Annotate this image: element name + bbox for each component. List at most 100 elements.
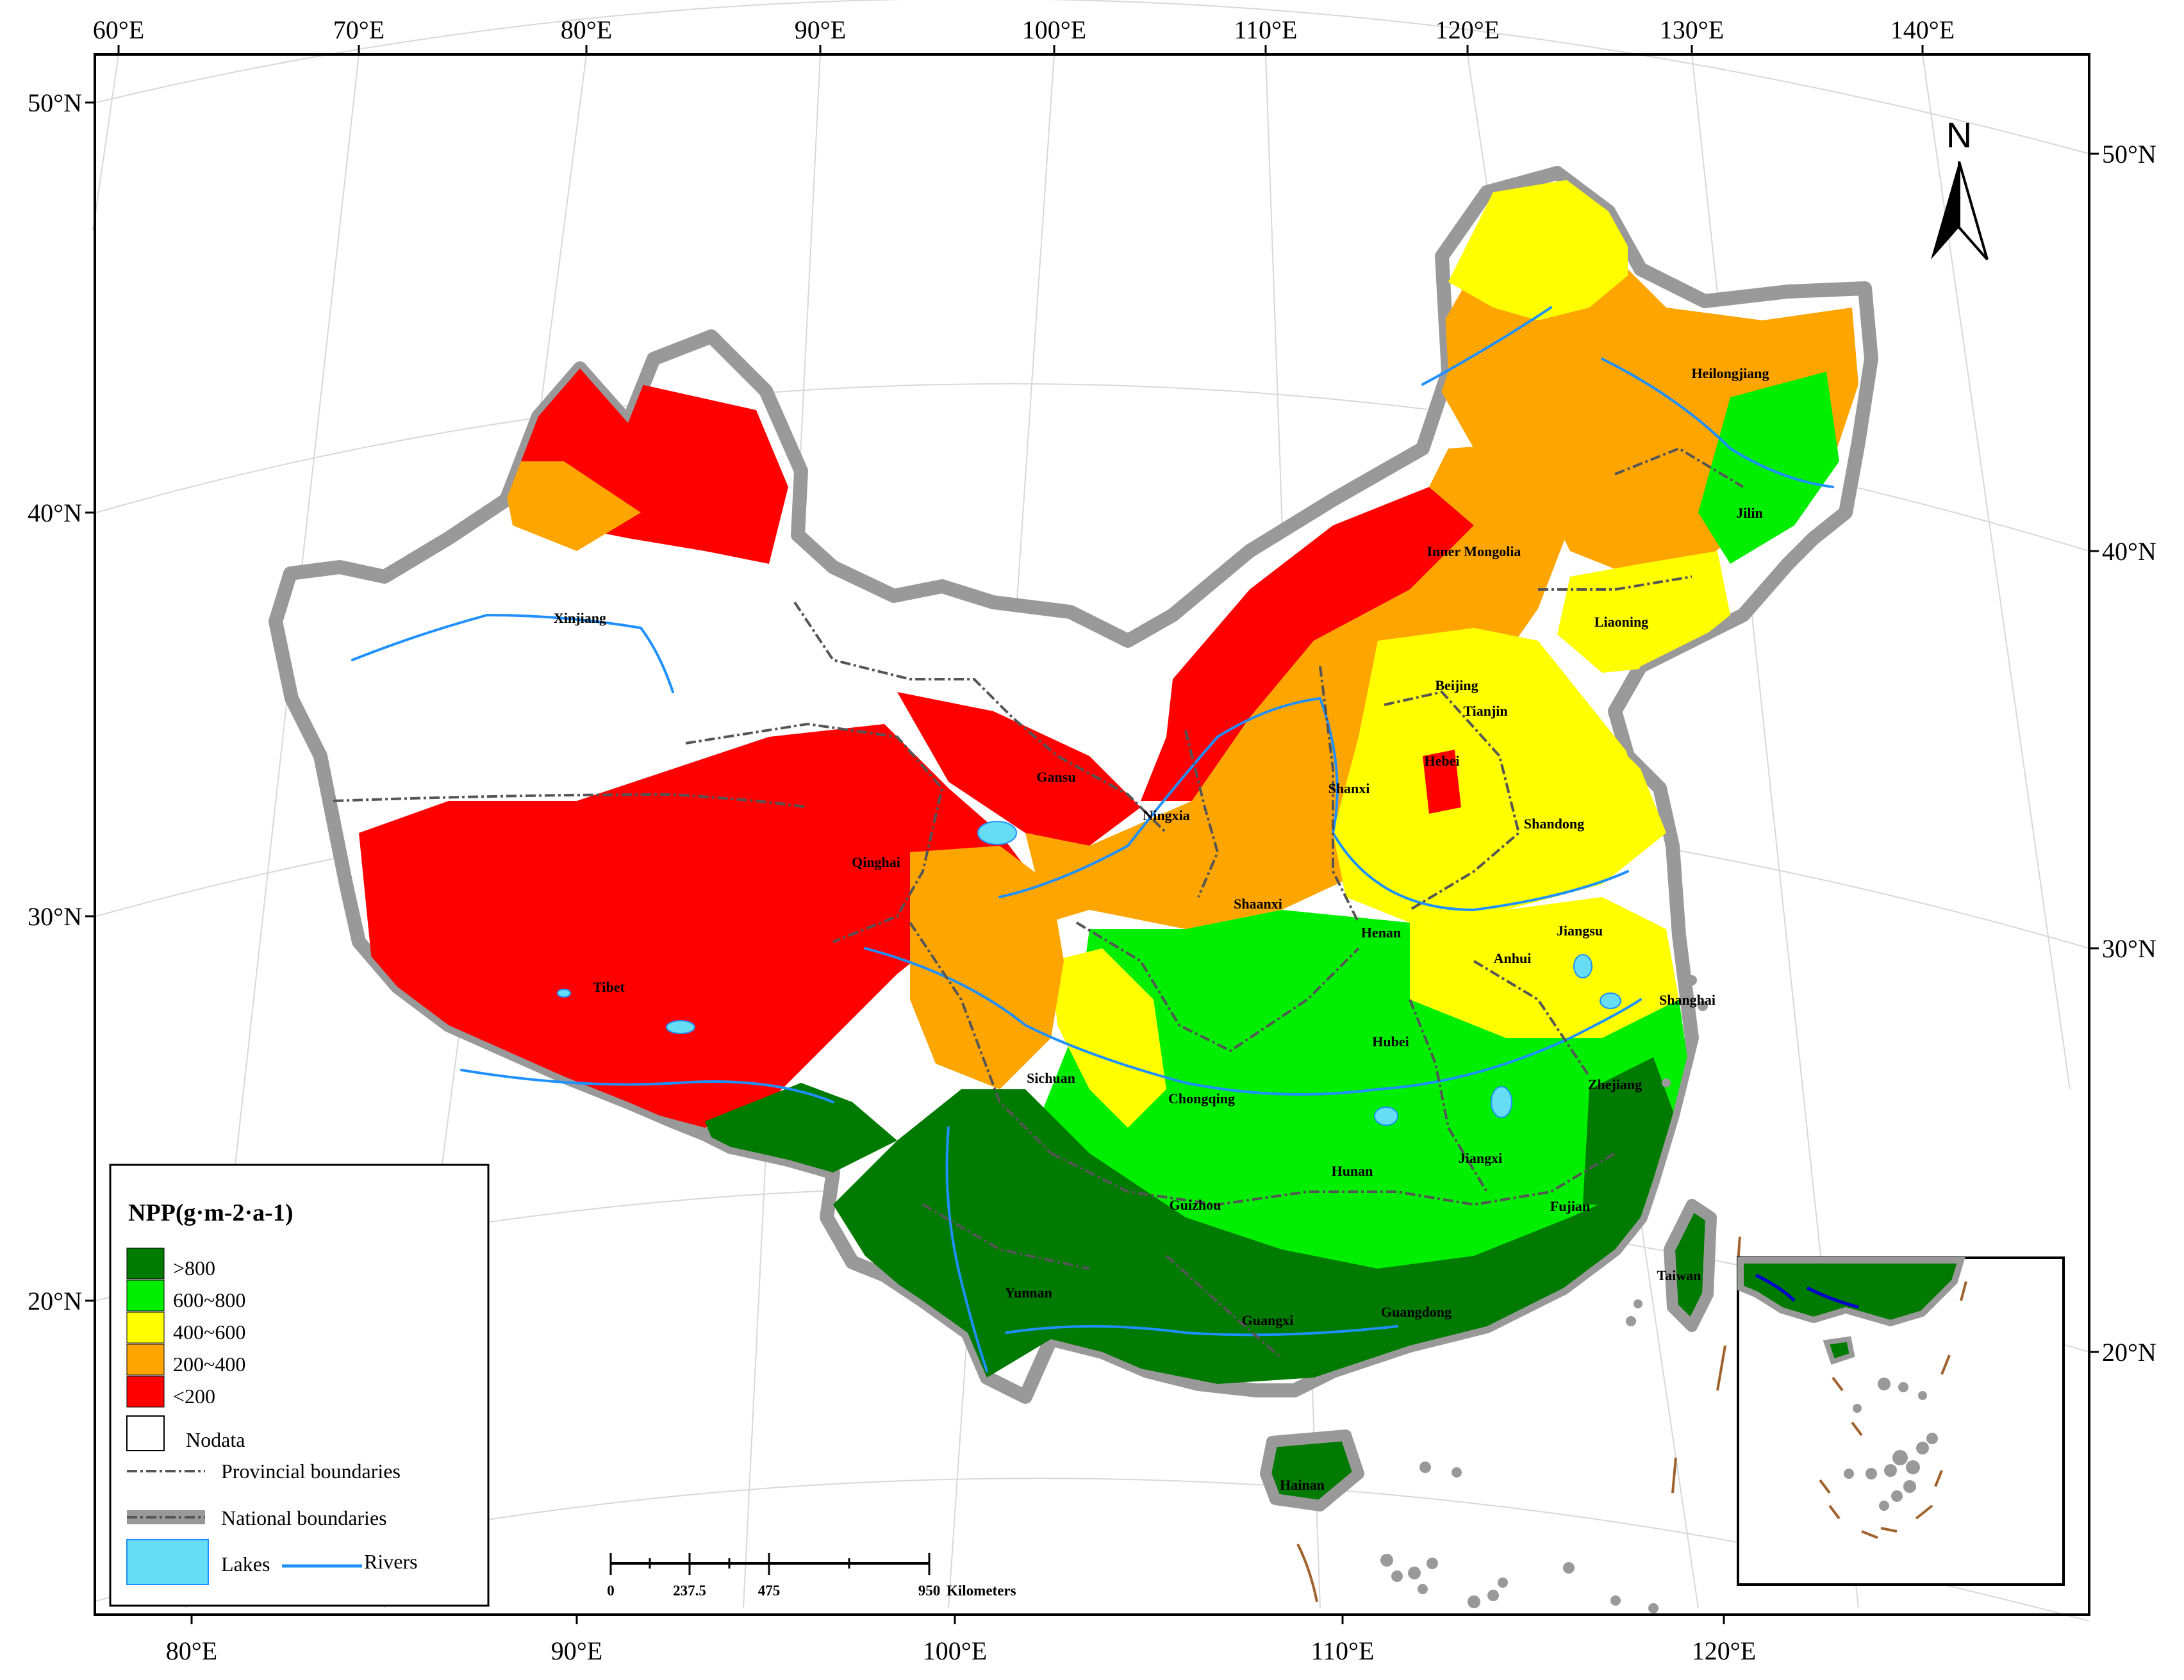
legend-title: NPP(g·m-2·a-1) <box>128 1199 293 1226</box>
tick-top-60e: 60°E <box>93 15 144 44</box>
label-hubei: Hubei <box>1372 1034 1409 1050</box>
npp-zone-200-400-xinjiang <box>500 461 641 551</box>
tick-top-110e: 110°E <box>1234 15 1298 44</box>
legend-label-400-600: 400~600 <box>173 1321 245 1344</box>
label-liaoning: Liaoning <box>1594 614 1648 630</box>
south-china-sea-inset <box>1737 1256 2065 1586</box>
label-guizhou: Guizhou <box>1170 1197 1221 1213</box>
legend-box <box>109 1164 490 1607</box>
legend-nodata: Nodata <box>126 1415 245 1451</box>
legend-label-provincial: Provincial boundaries <box>221 1460 401 1483</box>
tick-left-50n: 50°N <box>28 88 82 117</box>
china-landmass <box>269 166 1878 1511</box>
tick-bottom-90e: 90°E <box>551 1636 602 1665</box>
npp-zone-lt200-tibet-qinghai <box>359 724 1038 1128</box>
legend-class-lt200: <200 <box>126 1376 215 1408</box>
label-shanxi: Shanxi <box>1328 780 1370 796</box>
legend-swatch-200-400 <box>126 1344 165 1376</box>
npp-zone-400-600-north-china <box>1333 628 1666 923</box>
legend-class-600-800: 600~800 <box>126 1280 245 1312</box>
legend-national-boundaries: National boundaries <box>127 1506 387 1529</box>
scale-label-475: 475 <box>758 1583 781 1599</box>
tick-bottom-110e: 110°E <box>1311 1636 1375 1665</box>
tick-top-90e: 90°E <box>795 15 846 44</box>
top-tick-labels: 60°E 70°E 80°E 90°E 100°E 110°E 120°E 13… <box>93 15 1955 44</box>
legend-label-200-400: 200~400 <box>173 1353 245 1376</box>
legend-label-lakes: Lakes <box>221 1552 270 1576</box>
npp-zone-400-600-sichuan <box>1051 948 1166 1128</box>
label-guangdong: Guangdong <box>1381 1304 1452 1320</box>
npp-zone-gt800-tibet-se <box>705 1083 897 1173</box>
tick-top-80e: 80°E <box>561 15 612 44</box>
label-gansu: Gansu <box>1036 769 1075 785</box>
label-chongqing: Chongqing <box>1168 1091 1235 1107</box>
legend-label-nodata: Nodata <box>186 1428 245 1451</box>
legend-rivers: Rivers <box>282 1550 418 1573</box>
tick-top-120e: 120°E <box>1435 15 1500 44</box>
legend-swatch-gt800 <box>126 1248 165 1280</box>
tick-right-20n: 20°N <box>2102 1338 2156 1367</box>
legend-class-gt800: >800 <box>126 1248 215 1280</box>
label-qinghai: Qinghai <box>852 854 900 870</box>
npp-zone-200-400-sichuan-west <box>910 846 1064 1089</box>
label-heilongjiang: Heilongjiang <box>1691 365 1769 381</box>
scale-label-237-5: 237.5 <box>673 1583 706 1599</box>
label-sichuan: Sichuan <box>1027 1070 1075 1086</box>
provincial-boundaries <box>333 447 1744 1360</box>
north-arrow: N <box>1931 115 1989 261</box>
label-beijing: Beijing <box>1435 677 1478 693</box>
legend-class-200-400: 200~400 <box>126 1344 245 1376</box>
npp-zone-400-600-liaoning <box>1557 551 1730 673</box>
tick-bottom-120e: 120°E <box>1692 1636 1756 1665</box>
legend-swatch-lakes <box>126 1539 209 1585</box>
hainan-island <box>1260 1429 1364 1511</box>
label-shandong: Shandong <box>1524 816 1584 832</box>
tick-top-130e: 130°E <box>1660 15 1724 44</box>
legend: NPP(g·m-2·a-1) >800 600~800 400~600 200~… <box>109 1164 490 1607</box>
tick-top-140e: 140°E <box>1890 15 1955 44</box>
legend-swatch-400-600 <box>126 1312 165 1344</box>
legend-label-600-800: 600~800 <box>173 1289 245 1312</box>
label-jiangxi: Jiangxi <box>1459 1150 1502 1166</box>
label-shaanxi: Shaanxi <box>1234 896 1282 912</box>
legend-provincial-boundaries: Provincial boundaries <box>127 1460 401 1483</box>
label-tibet: Tibet <box>593 979 625 995</box>
tick-bottom-80e: 80°E <box>166 1636 217 1665</box>
label-hebei: Hebei <box>1425 753 1460 769</box>
tick-bottom-100e: 100°E <box>923 1636 987 1665</box>
label-hunan: Hunan <box>1332 1163 1373 1179</box>
north-arrow-label: N <box>1946 115 1972 155</box>
tick-right-40n: 40°N <box>2102 537 2156 566</box>
label-hainan: Hainan <box>1280 1477 1325 1493</box>
province-labels: Xinjiang Tibet Qinghai Gansu Ningxia Inn… <box>554 365 1769 1493</box>
north-arrow-icon <box>1931 161 1959 259</box>
label-yunnan: Yunnan <box>1005 1285 1052 1301</box>
south-china-sea-islands <box>1380 975 1708 1613</box>
tick-right-30n: 30°N <box>2102 934 2156 963</box>
tick-top-70e: 70°E <box>333 15 385 44</box>
legend-label-rivers: Rivers <box>364 1550 418 1573</box>
scale-label-0: 0 <box>607 1583 615 1599</box>
npp-zone-gt800-fujian <box>1583 1057 1679 1205</box>
legend-swatch-nodata <box>126 1415 165 1451</box>
label-tianjin: Tianjin <box>1463 703 1507 719</box>
label-inner-mongolia: Inner Mongolia <box>1427 543 1521 559</box>
tick-top-100e: 100°E <box>1022 15 1086 44</box>
label-shanghai: Shanghai <box>1659 992 1716 1008</box>
rivers <box>351 306 1834 1372</box>
label-henan: Henan <box>1361 925 1401 941</box>
legend-label-gt800: >800 <box>173 1256 215 1280</box>
npp-zone-lt200-inner-mongolia <box>1141 487 1474 801</box>
right-tick-labels: 50°N 40°N 30°N 20°N <box>2102 140 2156 1367</box>
npp-zone-gt800-south <box>833 1089 1692 1384</box>
left-tick-labels: 50°N 40°N 30°N 20°N <box>28 88 82 1315</box>
tick-left-30n: 30°N <box>28 902 82 931</box>
legend-label-national: National boundaries <box>221 1506 387 1529</box>
label-jilin: Jilin <box>1736 505 1763 521</box>
npp-zone-400-600-northeast <box>1448 179 1628 320</box>
label-ningxia: Ningxia <box>1143 807 1189 823</box>
npp-zone-lt200-gansu <box>897 692 1141 846</box>
scale-unit: Kilometers <box>947 1583 1016 1599</box>
legend-swatch-600-800 <box>126 1280 165 1312</box>
